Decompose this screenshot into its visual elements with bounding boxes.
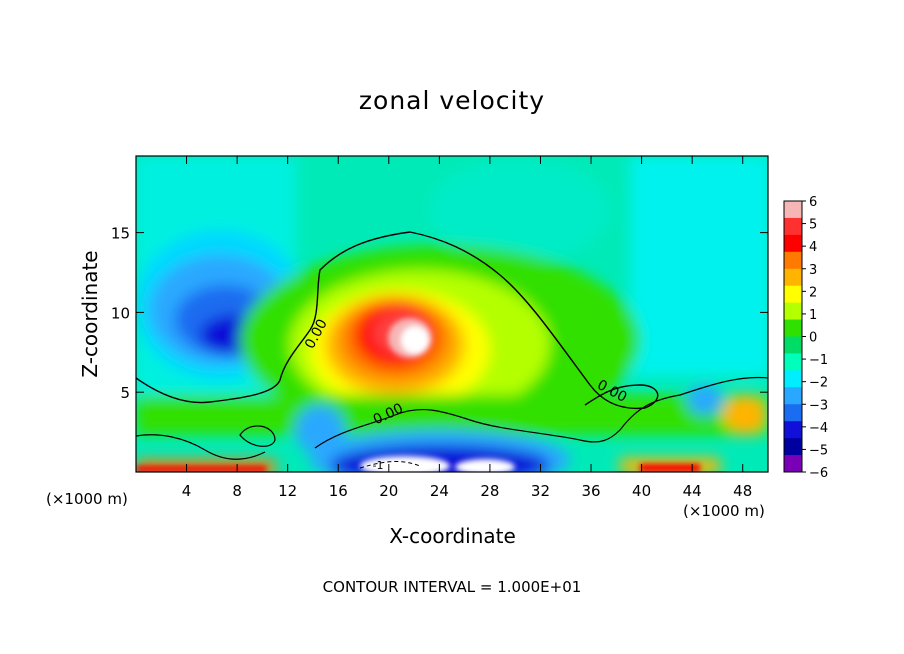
colorbar-tick-label: 2 — [809, 285, 817, 300]
y-axis-label: Z-coordinate — [78, 250, 102, 378]
colorbar-swatch — [784, 370, 802, 388]
x-tick-label: 40 — [632, 482, 651, 500]
colorbar-tick-label: −3 — [809, 398, 828, 413]
y-tick-label: 10 — [111, 304, 130, 322]
colorbar-tick-label: 1 — [809, 308, 817, 323]
colorbar-tick-label: −5 — [809, 443, 828, 458]
x-axis-label: X-coordinate — [389, 524, 516, 548]
colorbar-swatch — [784, 201, 802, 219]
x-tick-label: 36 — [581, 482, 600, 500]
y-axis: 5 10 15 — [111, 225, 768, 402]
colorbar-swatch — [784, 336, 802, 354]
colorbar-tick-label: −2 — [809, 376, 828, 391]
colorbar-tick-label: 0 — [809, 331, 817, 346]
colorbar-swatch — [784, 438, 802, 456]
colorbar-swatch — [784, 302, 802, 321]
x-scale-label: (×1000 m) — [683, 502, 765, 520]
x-tick-label: 32 — [531, 482, 550, 500]
colorbar: 6 5 4 3 2 1 0 −1 −2 −3 −4 −5 −6 — [783, 195, 828, 481]
colorbar-tick-label: 5 — [809, 218, 817, 233]
chart-title: zonal velocity — [358, 86, 546, 115]
x-tick-label: 24 — [430, 482, 449, 500]
colorbar-swatch — [784, 217, 802, 236]
contour-label: -1 — [373, 459, 384, 472]
z-scale-label: (×1000 m) — [46, 490, 128, 508]
colorbar-swatch — [784, 319, 802, 337]
colorbar-tick-label: 3 — [809, 263, 817, 278]
colorbar-tick-label: 4 — [809, 240, 817, 255]
colorbar-tick-label: −6 — [809, 466, 828, 481]
y-tick-label: 15 — [111, 225, 130, 243]
plot-frame — [135, 155, 769, 473]
x-tick-label: 16 — [329, 482, 348, 500]
y-tick-label: 5 — [120, 384, 130, 402]
colorbar-swatch — [784, 285, 802, 304]
colorbar-swatch — [784, 421, 802, 439]
colorbar-swatch — [784, 268, 802, 287]
colorbar-swatch — [784, 387, 802, 405]
colorbar-swatch — [784, 251, 802, 270]
colorbar-swatch — [784, 353, 802, 371]
x-tick-label: 20 — [379, 482, 398, 500]
colorbar-swatch — [784, 404, 802, 422]
x-tick-label: 48 — [733, 482, 752, 500]
x-tick-label: 4 — [182, 482, 192, 500]
colorbar-tick-label: −1 — [809, 353, 828, 368]
x-tick-label: 8 — [232, 482, 242, 500]
zero-contour — [136, 231, 659, 410]
x-tick-label: 12 — [278, 482, 297, 500]
x-axis: 4 8 12 16 20 24 28 32 36 40 44 48 — [182, 156, 752, 500]
colorbar-swatch — [784, 455, 802, 473]
x-tick-label: 28 — [480, 482, 499, 500]
velocity-field — [136, 156, 768, 472]
x-tick-label: 44 — [683, 482, 702, 500]
colorbar-tick-label: −4 — [809, 421, 828, 436]
contour-interval-note: CONTOUR INTERVAL = 1.000E+01 — [322, 578, 582, 596]
colorbar-tick-label: 6 — [809, 195, 817, 210]
colorbar-swatch — [784, 234, 802, 253]
